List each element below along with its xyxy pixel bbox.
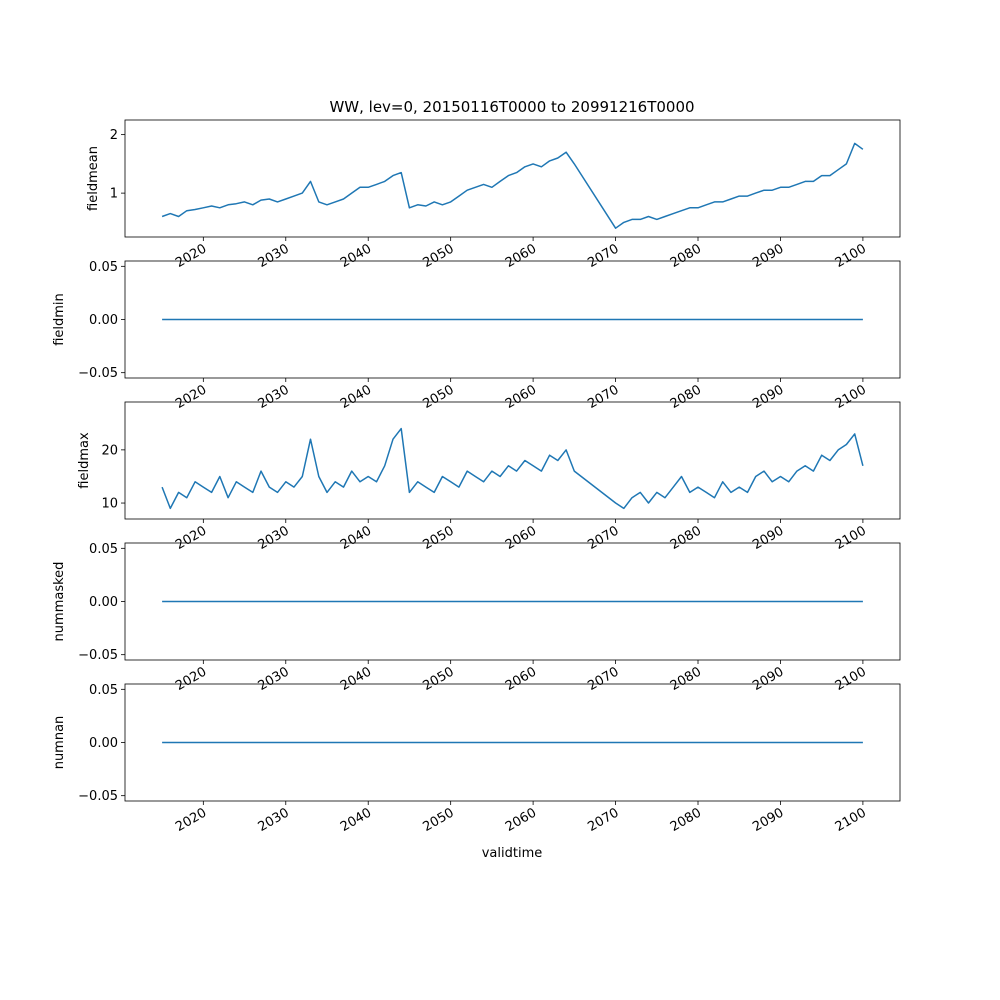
y-axis-label: numnan: [52, 716, 67, 770]
subplot-nummasked: −0.05 0.00 0.05 2020 2030 2040 2050 2060 2070 208…: [52, 542, 901, 694]
series-line-fieldmean: [161, 142, 864, 229]
x-tick-label: 2030: [256, 241, 292, 271]
x-tick-label: 2020: [173, 664, 209, 694]
x-tick-label: 2020: [173, 805, 209, 835]
x-tick-label: 2080: [668, 664, 704, 694]
y-tick-label: −0.05: [78, 789, 118, 804]
x-axis-label: validtime: [482, 846, 543, 861]
x-tick-label: 2050: [421, 523, 457, 553]
x-tick-label: 2020: [173, 241, 209, 271]
y-axis-label: fieldmax: [77, 432, 92, 489]
x-tick-label: 2030: [256, 805, 292, 835]
x-tick-label: 2090: [750, 805, 786, 835]
y-tick-label: 10: [101, 497, 118, 512]
x-tick-label: 2050: [421, 664, 457, 694]
x-tick-label: 2040: [338, 664, 374, 694]
x-tick-label: 2090: [750, 523, 786, 553]
x-tick-label: 2060: [503, 805, 539, 835]
axes-frame: [124, 119, 901, 238]
axes-frame: [124, 401, 901, 520]
y-axis-label: fieldmean: [86, 146, 101, 211]
series-line-fieldmax: [161, 427, 864, 510]
x-tick-label: 2090: [750, 664, 786, 694]
x-tick-label: 2070: [585, 523, 621, 553]
x-tick-label: 2040: [338, 382, 374, 412]
chart-title: WW, lev=0, 20150116T0000 to 20991216T000…: [329, 98, 694, 116]
x-tick-label: 2060: [503, 664, 539, 694]
x-tick-label: 2060: [503, 241, 539, 271]
y-tick-label: 0.00: [89, 736, 118, 751]
x-tick-label: 2100: [833, 523, 869, 553]
y-tick-label: −0.05: [78, 648, 118, 663]
x-tick-label: 2040: [338, 523, 374, 553]
x-tick-label: 2050: [421, 241, 457, 271]
x-tick-label: 2060: [503, 382, 539, 412]
x-tick-label: 2080: [668, 382, 704, 412]
y-tick-label: 0.05: [89, 542, 118, 557]
y-axis-label: fieldmin: [52, 293, 67, 346]
y-tick-label: 20: [101, 443, 118, 458]
subplot-fieldmean: 1 2 2020 2030 2040 2050 2060 2070 2080 2090 2100 fi…: [86, 119, 901, 271]
x-tick-label: 2080: [668, 805, 704, 835]
subplot-fieldmin: −0.05 0.00 0.05 2020 2030 2040 2050 2060 2070 208…: [52, 260, 901, 412]
x-tick-label: 2040: [338, 805, 374, 835]
x-tick-label: 2100: [833, 664, 869, 694]
x-tick-label: 2070: [585, 664, 621, 694]
subplots: 1 2 2020 2030 2040 2050 2060 2070 2080 2090 2100 fi…: [52, 119, 901, 835]
x-tick-label: 2100: [833, 241, 869, 271]
x-tick-label: 2030: [256, 523, 292, 553]
x-tick-label: 2090: [750, 382, 786, 412]
y-tick-label: −0.05: [78, 366, 118, 381]
y-tick-label: 0.00: [89, 313, 118, 328]
x-tick-label: 2050: [421, 382, 457, 412]
x-tick-label: 2080: [668, 241, 704, 271]
x-tick-label: 2100: [833, 805, 869, 835]
subplot-numnan: −0.05 0.00 0.05 2020 2030 2040 2050 2060 2070 208…: [52, 683, 901, 835]
x-tick-label: 2030: [256, 664, 292, 694]
x-tick-label: 2020: [173, 523, 209, 553]
x-tick-label: 2080: [668, 523, 704, 553]
x-tick-label: 2100: [833, 382, 869, 412]
x-tick-label: 2070: [585, 382, 621, 412]
x-tick-label: 2070: [585, 241, 621, 271]
y-axis-label: nummasked: [52, 562, 67, 642]
y-tick-label: 1: [110, 187, 118, 202]
x-tick-label: 2030: [256, 382, 292, 412]
y-tick-label: 0.00: [89, 595, 118, 610]
y-tick-label: 0.05: [89, 683, 118, 698]
y-tick-label: 2: [110, 128, 118, 143]
x-tick-label: 2070: [585, 805, 621, 835]
x-tick-label: 2090: [750, 241, 786, 271]
x-tick-label: 2060: [503, 523, 539, 553]
y-tick-label: 0.05: [89, 260, 118, 275]
x-tick-label: 2040: [338, 241, 374, 271]
x-tick-label: 2020: [173, 382, 209, 412]
x-tick-label: 2050: [421, 805, 457, 835]
